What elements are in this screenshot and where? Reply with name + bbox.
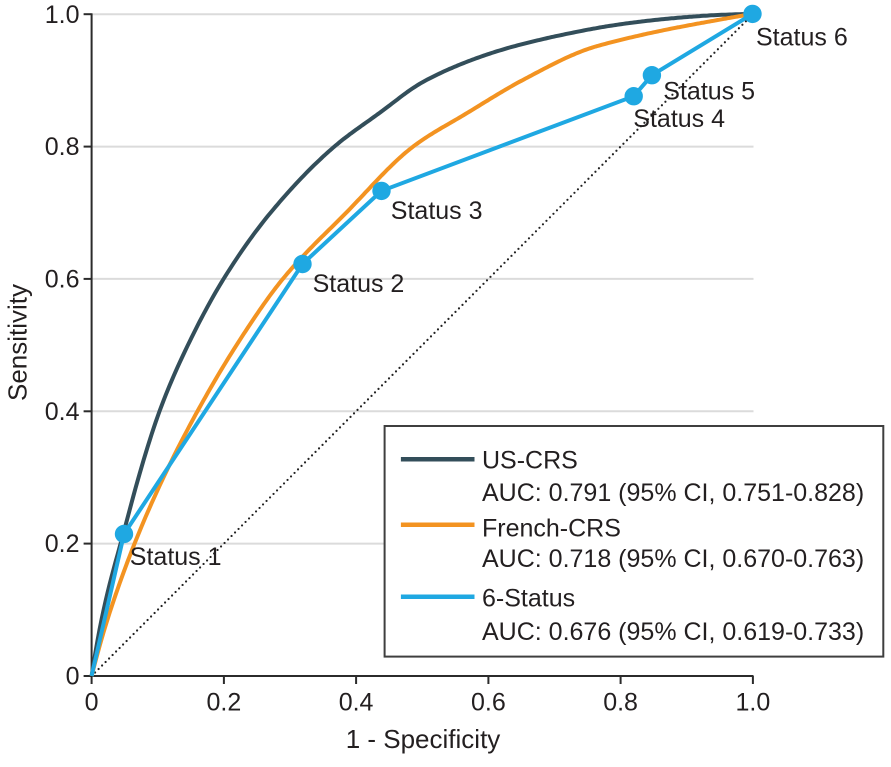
svg-text:0.6: 0.6 [471, 688, 506, 716]
svg-text:Status 2: Status 2 [313, 270, 405, 298]
svg-text:Sensitivity: Sensitivity [3, 284, 33, 401]
svg-text:0.2: 0.2 [45, 530, 80, 558]
svg-text:0.8: 0.8 [45, 133, 80, 161]
svg-text:0: 0 [85, 688, 99, 716]
svg-text:0.4: 0.4 [339, 688, 374, 716]
svg-text:0.2: 0.2 [207, 688, 242, 716]
svg-text:AUC: 0.791 (95% CI, 0.751-0.82: AUC: 0.791 (95% CI, 0.751-0.828) [482, 479, 864, 507]
svg-text:AUC: 0.676 (95% CI, 0.619-0.73: AUC: 0.676 (95% CI, 0.619-0.733) [482, 618, 864, 646]
svg-text:Status 3: Status 3 [391, 197, 483, 225]
svg-text:6-Status: 6-Status [482, 585, 575, 613]
svg-text:0.4: 0.4 [45, 398, 80, 426]
svg-text:AUC: 0.718 (95% CI, 0.670-0.76: AUC: 0.718 (95% CI, 0.670-0.763) [482, 545, 864, 573]
svg-text:Status 4: Status 4 [633, 105, 725, 133]
svg-text:Status 1: Status 1 [130, 543, 222, 571]
svg-text:1.0: 1.0 [45, 1, 80, 29]
svg-text:0.6: 0.6 [45, 266, 80, 294]
svg-text:0: 0 [66, 663, 80, 691]
svg-text:1 - Specificity: 1 - Specificity [346, 724, 501, 754]
svg-text:Status 5: Status 5 [663, 77, 755, 105]
svg-text:US-CRS: US-CRS [482, 447, 578, 475]
svg-text:1.0: 1.0 [736, 688, 771, 716]
svg-text:Status 6: Status 6 [756, 24, 848, 52]
svg-text:0.8: 0.8 [603, 688, 638, 716]
svg-text:French-CRS: French-CRS [482, 514, 621, 542]
